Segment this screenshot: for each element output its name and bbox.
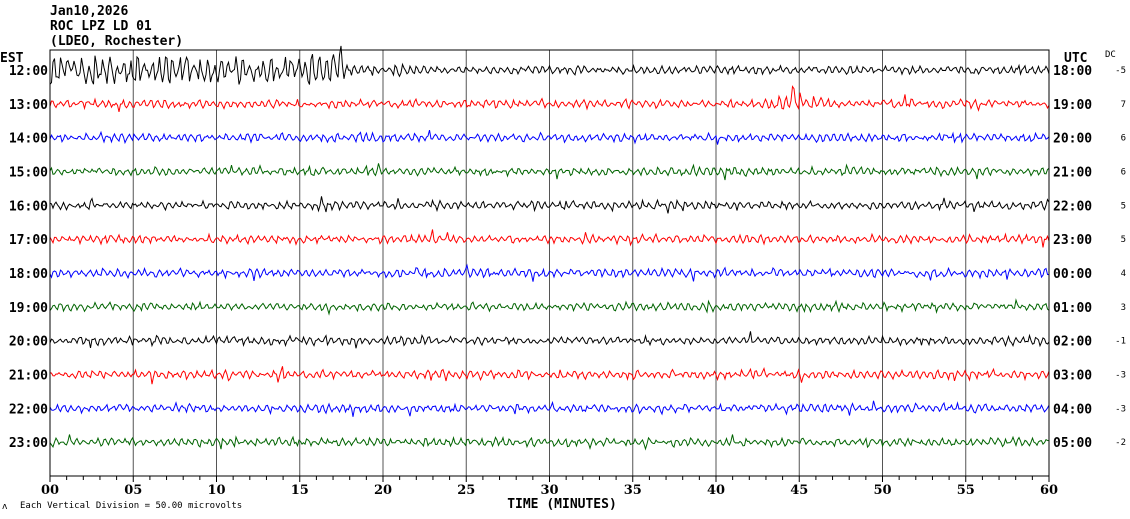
est-row-label: 16:00: [9, 199, 48, 214]
est-row-label: 19:00: [9, 301, 48, 316]
x-tick-label: 55: [957, 483, 975, 498]
trace-1700: [49, 229, 1050, 248]
utc-row-label: 18:00: [1053, 64, 1092, 79]
x-tick-label: 40: [707, 483, 725, 498]
est-row-label: 13:00: [9, 98, 48, 113]
est-row-label: 17:00: [9, 233, 48, 248]
trace-1900: [49, 298, 1050, 316]
trace-1300: [49, 85, 1050, 113]
trace-2200: [49, 400, 1050, 417]
utc-row-label: 19:00: [1053, 98, 1092, 113]
x-tick-label: 30: [540, 483, 558, 498]
utc-row-label: 03:00: [1053, 369, 1092, 384]
utc-row-label: 23:00: [1053, 233, 1092, 248]
trace-1800: [49, 263, 1050, 282]
est-row-label: 20:00: [9, 335, 48, 350]
utc-row-label: 20:00: [1053, 132, 1092, 147]
dc-value: 4: [1121, 269, 1126, 279]
x-tick-label: 05: [124, 483, 142, 498]
utc-row-label: 04:00: [1053, 402, 1092, 417]
trace-2300: [49, 434, 1050, 451]
network-label: (LDEO, Rochester): [50, 34, 184, 49]
trace-1400: [49, 129, 1050, 145]
trace-1600: [49, 196, 1050, 214]
dc-value: 7: [1121, 100, 1126, 110]
x-tick-label: 00: [41, 483, 59, 498]
dc-value: 6: [1121, 134, 1126, 144]
footer-mark: ʌ: [2, 502, 8, 512]
dc-value: 5: [1121, 201, 1126, 211]
date-label: Jan10,2026: [50, 4, 129, 19]
utc-row-label: 22:00: [1053, 199, 1092, 214]
est-axis-title: EST: [0, 51, 24, 66]
dc-value: -3: [1115, 404, 1126, 414]
dc-value: 5: [1121, 235, 1126, 245]
scale-text: Each Vertical Division = 50.00 microvolt…: [20, 501, 242, 511]
est-row-label: 22:00: [9, 402, 48, 417]
x-axis-label: TIME (MINUTES): [507, 497, 617, 512]
x-tick-label: 20: [374, 483, 392, 498]
dc-value: -3: [1115, 371, 1126, 381]
trace-2100: [49, 366, 1050, 385]
est-row-label: 18:00: [9, 267, 48, 282]
station-label: ROC LPZ LD 01: [50, 19, 152, 34]
x-tick-label: 10: [207, 483, 225, 498]
dc-value: -1: [1115, 337, 1126, 347]
utc-row-label: 00:00: [1053, 267, 1092, 282]
est-row-label: 23:00: [9, 436, 48, 451]
dc-value: -2: [1115, 438, 1126, 448]
trace-1500: [49, 163, 1050, 181]
grid: [49, 50, 1050, 482]
trace-2000: [49, 331, 1050, 349]
est-row-label: 14:00: [9, 132, 48, 147]
x-tick-label: 50: [873, 483, 891, 498]
x-tick-label: 35: [624, 483, 642, 498]
x-tick-label: 15: [291, 483, 309, 498]
dc-title: DC: [1105, 50, 1116, 60]
traces: [49, 45, 1050, 451]
est-row-label: 12:00: [9, 64, 48, 79]
utc-row-label: 02:00: [1053, 335, 1092, 350]
plot-frame: [49, 49, 1050, 477]
est-row-label: 21:00: [9, 369, 48, 384]
dc-value: 6: [1121, 168, 1126, 178]
utc-row-label: 05:00: [1053, 436, 1092, 451]
est-row-label: 15:00: [9, 166, 48, 181]
dc-value: -5: [1115, 66, 1126, 76]
utc-row-label: 01:00: [1053, 301, 1092, 316]
trace-1200: [49, 45, 1050, 85]
utc-axis-title: UTC: [1064, 51, 1087, 66]
dc-value: 3: [1121, 303, 1126, 313]
x-tick-label: 60: [1040, 483, 1058, 498]
utc-row-label: 21:00: [1053, 166, 1092, 181]
x-tick-label: 25: [457, 483, 475, 498]
x-tick-label: 45: [790, 483, 808, 498]
